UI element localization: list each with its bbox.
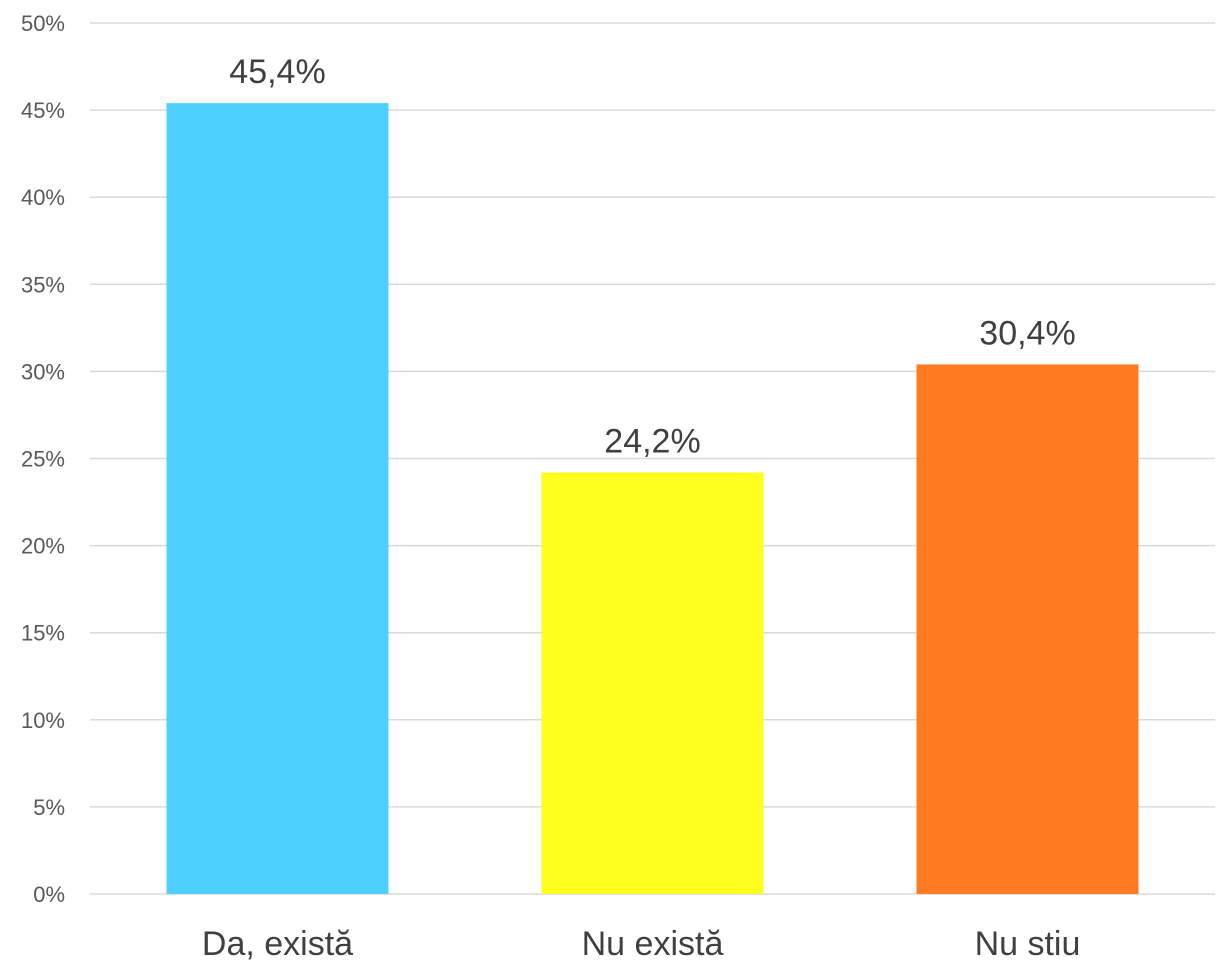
data-labels: 45,4% 24,2% 30,4% — [229, 53, 1075, 460]
bar — [166, 103, 389, 894]
x-tick-label: Da, există — [202, 925, 353, 963]
y-tick-label: 5% — [33, 795, 65, 820]
y-tick-label: 50% — [21, 11, 65, 36]
bar — [541, 472, 764, 894]
y-tick-label: 45% — [21, 98, 65, 123]
x-tick-label: Nu stiu — [975, 925, 1081, 963]
x-tick-label: Nu există — [582, 925, 724, 963]
x-axis-tick-labels: Da, există Nu există Nu stiu — [202, 925, 1081, 963]
y-tick-label: 10% — [21, 708, 65, 733]
y-tick-label: 15% — [21, 621, 65, 646]
y-tick-label: 30% — [21, 359, 65, 384]
y-tick-label: 35% — [21, 272, 65, 297]
bar — [916, 364, 1139, 894]
y-tick-label: 40% — [21, 185, 65, 210]
y-tick-label: 20% — [21, 534, 65, 559]
y-tick-label: 25% — [21, 447, 65, 472]
data-label: 24,2% — [604, 422, 700, 460]
y-tick-label: 0% — [33, 882, 65, 907]
bars — [166, 103, 1139, 894]
y-axis-tick-labels: 0% 5% 10% 15% 20% 25% 30% 35% 40% 45% 50% — [21, 11, 65, 907]
data-label: 45,4% — [229, 53, 325, 91]
data-label: 30,4% — [979, 314, 1075, 352]
